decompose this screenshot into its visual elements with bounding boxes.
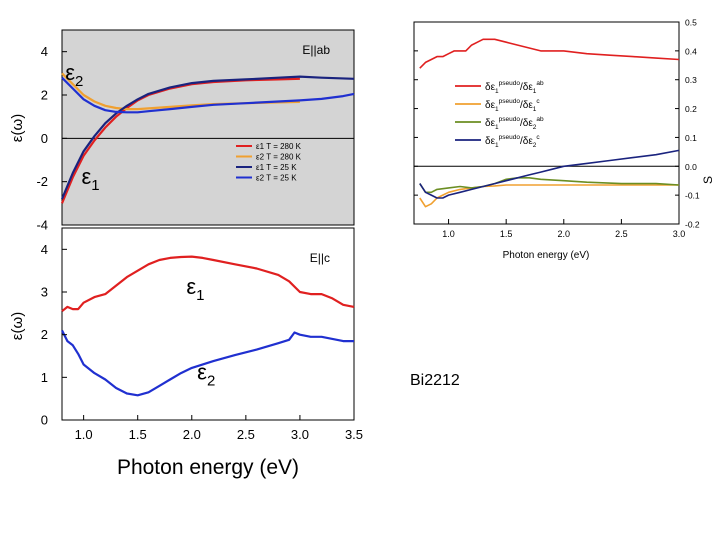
chart-panel-sensitivity: 1.0 1.5 2.0 2.5 3.0 -0.2 -0.1 0.0 0.1 0.2 0.3 0.4 0… [413, 18, 715, 261]
y-tick-label: 2 [41, 88, 48, 103]
curve-annotations: ε2 ε1 [65, 60, 99, 194]
legend-label: δε1pseudo/δε2c [485, 134, 540, 149]
y-axis-label: ε(ω) [9, 114, 26, 142]
x-axis-ticks: 1.0 1.5 2.0 2.5 3.0 3.5 [75, 415, 363, 442]
legend-label: ε2 T = 280 K [256, 153, 302, 162]
x-axis-ticks: 1.0 1.5 2.0 2.5 3.0 [442, 219, 685, 239]
x-tick-label: 1.0 [442, 229, 455, 239]
series-group [61, 255, 355, 397]
y-tick-label: 3 [41, 285, 48, 300]
curve-annotation: ε1 [81, 164, 99, 194]
legend-label: ε1 T = 25 K [256, 163, 297, 172]
y-axis-ticks: 0 1 2 3 4 [41, 242, 67, 428]
series-group [419, 38, 680, 208]
y-tick-label: 0 [41, 131, 48, 146]
chart-panel-ec: 1.0 1.5 2.0 2.5 3.0 3.5 0 1 2 3 4 E||c ε1 ε2 Photo… [9, 227, 363, 479]
x-tick-label: 3.0 [673, 229, 686, 239]
plot-area-eab [61, 29, 355, 226]
legend-label: ε2 T = 25 K [256, 174, 297, 183]
x-axis-label: Photon energy (eV) [117, 456, 299, 479]
series-line-1 [419, 38, 680, 69]
x-tick-label: 2.5 [237, 427, 255, 442]
sample-caption: Bi2212 [410, 372, 460, 389]
series-line-3 [60, 75, 355, 200]
curve-annotations: ε1 ε2 [186, 274, 215, 389]
y-tick-label: 4 [41, 44, 48, 59]
y-tick-label: -0.1 [685, 191, 700, 201]
series-line-4 [419, 149, 680, 199]
y-tick-label: 0 [41, 413, 48, 428]
x-tick-label: 2.0 [558, 229, 571, 239]
curve-annotation: ε2 [197, 359, 215, 389]
legend-label: δε1pseudo/δε1ab [485, 80, 544, 95]
x-tick-label: 3.5 [345, 427, 363, 442]
y-tick-label: -0.2 [685, 220, 700, 230]
curve-annotation: ε1 [186, 274, 204, 304]
y-tick-label: 0.5 [685, 18, 697, 28]
y-axis-ticks: -0.2 -0.1 0.0 0.1 0.2 0.3 0.4 0.5 [414, 18, 700, 230]
x-tick-label: 1.0 [75, 427, 93, 442]
y-tick-label: -2 [36, 174, 48, 189]
y-tick-label: 0.4 [685, 46, 697, 56]
y-tick-label: 0.3 [685, 75, 697, 85]
series-line-2 [61, 329, 354, 397]
series-group [60, 72, 355, 204]
legend: ε1 T = 280 K ε2 T = 280 Kε1 T = 25 K ε2 T … [236, 142, 302, 183]
legend-label: ε1 T = 280 K [256, 142, 302, 151]
chart-panel-eab: -4 -2 0 2 4 E||ab ε2 ε1 ε1 T = 280 K ε2 T = 28… [9, 29, 355, 233]
x-tick-label: 3.0 [291, 427, 309, 442]
x-tick-label: 1.5 [129, 427, 147, 442]
y-tick-label: 0.0 [685, 162, 697, 172]
y-tick-label: 2 [41, 327, 48, 342]
series-line-4 [61, 76, 355, 114]
y-tick-label: 4 [41, 242, 48, 257]
curve-annotation: ε2 [65, 60, 83, 90]
y-axis-label: S [701, 176, 715, 184]
x-tick-label: 2.0 [183, 427, 201, 442]
y-tick-label: -4 [36, 218, 48, 233]
y-tick-label: 0.2 [685, 104, 697, 114]
legend-label: δε1pseudo/δε2ab [485, 116, 544, 131]
legend-label: δε1pseudo/δε1c [485, 98, 540, 113]
panel-label: E||ab [302, 43, 330, 57]
panel-label: E||c [310, 251, 330, 265]
x-tick-label: 2.5 [615, 229, 628, 239]
y-tick-label: 0.1 [685, 133, 697, 143]
legend: δε1pseudo/δε1ab δε1pseudo/δε1c δε1pseudo/δ… [455, 80, 544, 149]
x-tick-label: 1.5 [500, 229, 513, 239]
y-tick-label: 1 [41, 370, 48, 385]
x-axis-label: Photon energy (eV) [503, 250, 590, 261]
series-line-1 [61, 255, 355, 313]
y-axis-label: ε(ω) [9, 312, 26, 340]
y-axis-ticks: -4 -2 0 2 4 [36, 44, 67, 233]
